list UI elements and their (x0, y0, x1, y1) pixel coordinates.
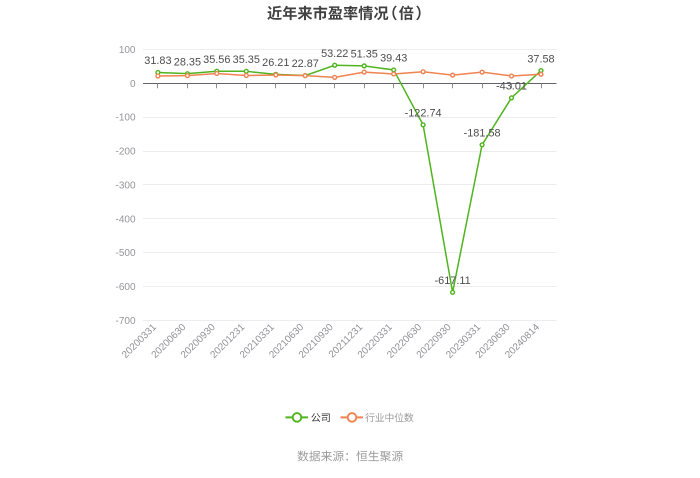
svg-text:-617.11: -617.11 (435, 275, 471, 287)
svg-text:26.21: 26.21 (262, 57, 289, 69)
svg-text:-181.58: -181.58 (464, 127, 501, 139)
svg-text:100: 100 (119, 45, 136, 56)
svg-text:-300: -300 (115, 180, 135, 191)
svg-text:-500: -500 (115, 248, 135, 259)
svg-text:-122.74: -122.74 (405, 108, 442, 120)
svg-text:-400: -400 (115, 214, 135, 225)
svg-text:37.58: 37.58 (527, 53, 554, 65)
svg-text:53.22: 53.22 (321, 48, 348, 60)
svg-text:-700: -700 (115, 316, 135, 327)
svg-text:28.35: 28.35 (174, 56, 201, 68)
svg-text:22.87: 22.87 (292, 58, 319, 70)
svg-text:35.56: 35.56 (203, 54, 230, 66)
svg-text:-43.01: -43.01 (496, 81, 527, 93)
svg-text:-200: -200 (115, 147, 135, 158)
svg-text:31.83: 31.83 (144, 55, 171, 67)
svg-text:-600: -600 (115, 282, 135, 293)
svg-text:51.35: 51.35 (351, 49, 378, 61)
svg-text:-100: -100 (115, 113, 135, 124)
svg-text:39.43: 39.43 (380, 53, 407, 65)
svg-text:0: 0 (130, 79, 136, 90)
svg-text:35.35: 35.35 (233, 54, 260, 66)
